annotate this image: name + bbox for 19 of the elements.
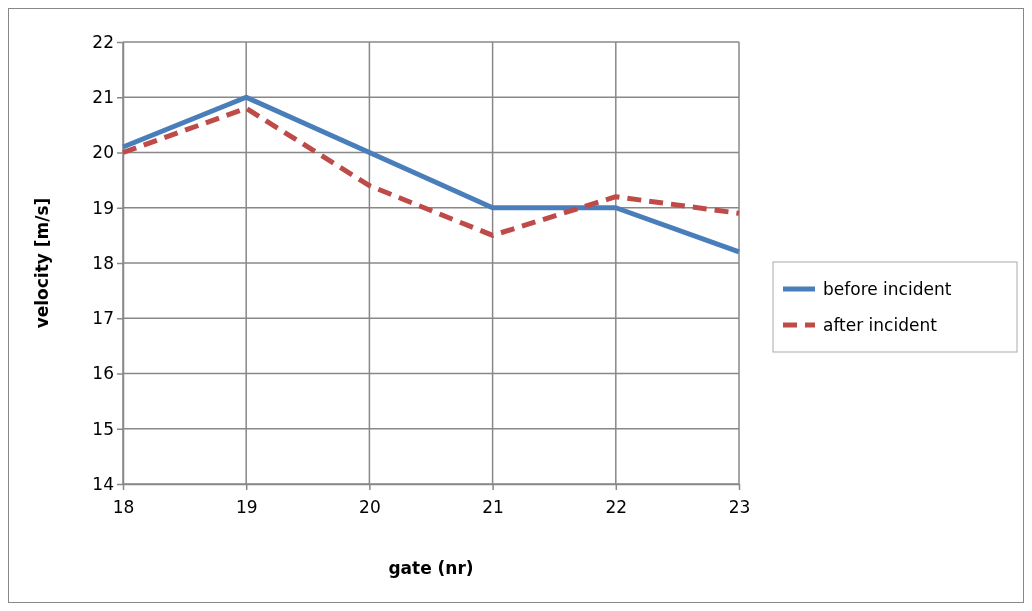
y-tick-label: 19 bbox=[92, 197, 114, 218]
x-tick-label: 23 bbox=[728, 497, 751, 518]
x-tick-label: 22 bbox=[605, 497, 628, 518]
x-axis-title: gate (nr) bbox=[388, 558, 474, 578]
x-tick-label: 20 bbox=[359, 497, 381, 518]
y-tick-label: 16 bbox=[92, 363, 114, 384]
y-tick-label: 14 bbox=[92, 473, 114, 494]
y-tick-label: 15 bbox=[92, 418, 114, 439]
y-tick-label: 22 bbox=[92, 31, 114, 52]
x-tick-label: 19 bbox=[235, 497, 258, 518]
y-axis-title: velocity [m/s] bbox=[32, 197, 52, 329]
x-tick-label: 21 bbox=[482, 497, 504, 518]
y-tick-label: 18 bbox=[92, 252, 114, 273]
y-tick-label: 21 bbox=[92, 87, 114, 108]
legend-label: after incident bbox=[823, 315, 938, 335]
y-tick-label: 20 bbox=[92, 142, 114, 163]
legend-label: before incident bbox=[823, 279, 952, 299]
x-tick-label: 18 bbox=[112, 497, 135, 518]
y-tick-label: 17 bbox=[92, 308, 114, 329]
